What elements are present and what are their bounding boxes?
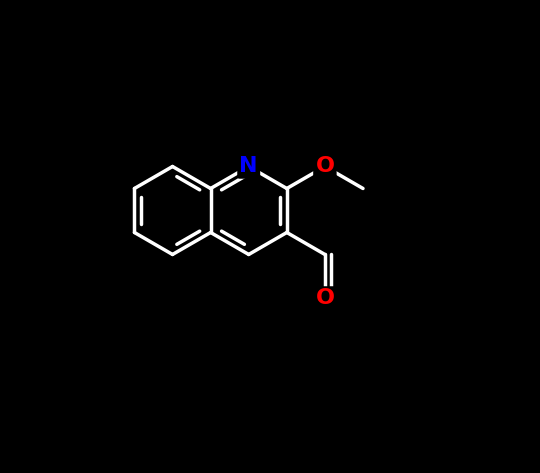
Text: O: O bbox=[315, 289, 334, 308]
Text: N: N bbox=[239, 157, 258, 176]
Text: O: O bbox=[315, 157, 334, 176]
